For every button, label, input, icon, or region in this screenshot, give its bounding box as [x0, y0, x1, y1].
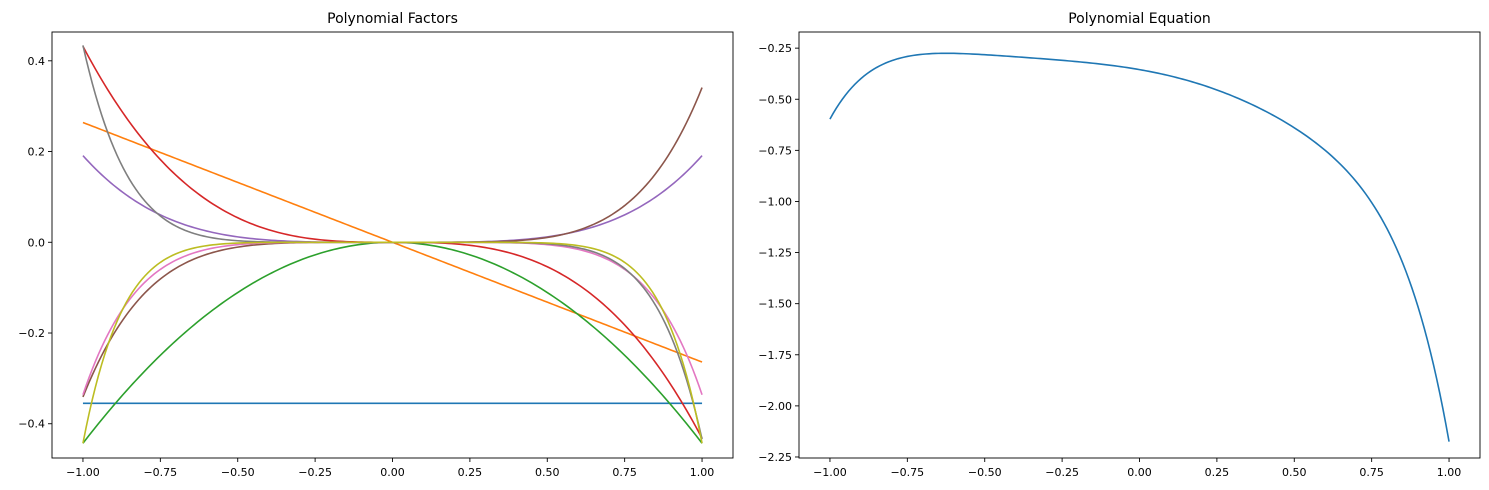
x-tick-label: 0.00: [380, 466, 405, 479]
plot-frame: [798, 31, 1481, 459]
series-lines: [829, 52, 1450, 442]
y-tick-label: −0.25: [758, 42, 792, 55]
y-tick-label: −1.50: [758, 298, 792, 311]
x-tick-label: 0.75: [1359, 466, 1384, 479]
x-tick-label: −0.25: [1045, 466, 1079, 479]
y-tick-label: −0.2: [18, 327, 45, 340]
x-tick-label: 0.75: [612, 466, 637, 479]
y-tick-label: −0.50: [758, 93, 792, 106]
y-tick-label: −2.00: [758, 400, 792, 413]
y-tick-label: 0.4: [28, 55, 46, 68]
plot-frame: [51, 31, 734, 459]
x-tick-label: 0.00: [1127, 466, 1152, 479]
x-tick-label: 0.50: [535, 466, 560, 479]
x-tick-label: −0.25: [298, 466, 332, 479]
x-tick-label: 0.50: [1282, 466, 1307, 479]
series-line-0: [829, 52, 1450, 442]
polynomial-factors-panel: −1.00 −0.75 −0.50 −0.25 0.00 0.25 0.50 0.75 1.00…: [18, 11, 734, 479]
x-tick-label: −0.50: [221, 466, 255, 479]
y-axis-ticks: −0.25 −0.50 −0.75 −1.00 −1.25 −1.50 −1.75 −2.00…: [758, 42, 799, 464]
y-tick-label: 0.0: [28, 236, 46, 249]
x-tick-label: 1.00: [1437, 466, 1462, 479]
y-axis-ticks: −0.4 −0.2 0.0 0.2 0.4: [18, 55, 52, 431]
x-tick-label: −1.00: [813, 466, 847, 479]
y-tick-label: −1.00: [758, 195, 792, 208]
x-tick-label: −0.75: [890, 466, 924, 479]
chart-title: Polynomial Factors: [327, 11, 458, 27]
x-axis-ticks: −1.00 −0.75 −0.50 −0.25 0.00 0.25 0.50 0.75 1.00: [66, 458, 714, 479]
x-tick-label: −0.75: [143, 466, 177, 479]
y-tick-label: −0.75: [758, 144, 792, 157]
series-line-8: [82, 241, 703, 444]
x-axis-ticks: −1.00 −0.75 −0.50 −0.25 0.00 0.25 0.50 0.75 1.00: [813, 458, 1461, 479]
plot-area: [52, 32, 733, 458]
y-tick-label: −1.75: [758, 349, 792, 362]
y-tick-label: 0.2: [28, 146, 46, 159]
x-tick-label: −0.50: [968, 466, 1002, 479]
series-lines: [82, 45, 703, 444]
y-tick-label: −1.25: [758, 247, 792, 260]
x-tick-label: 1.00: [690, 466, 715, 479]
y-tick-label: −0.4: [18, 418, 45, 431]
polynomial-equation-panel: −1.00 −0.75 −0.50 −0.25 0.00 0.25 0.50 0.75 1.00…: [758, 11, 1481, 479]
x-tick-label: 0.25: [458, 466, 483, 479]
y-tick-label: −2.25: [758, 451, 792, 464]
chart-title: Polynomial Equation: [1068, 11, 1211, 27]
x-tick-label: 0.25: [1205, 466, 1230, 479]
plot-area: [799, 32, 1480, 458]
x-tick-label: −1.00: [66, 466, 100, 479]
